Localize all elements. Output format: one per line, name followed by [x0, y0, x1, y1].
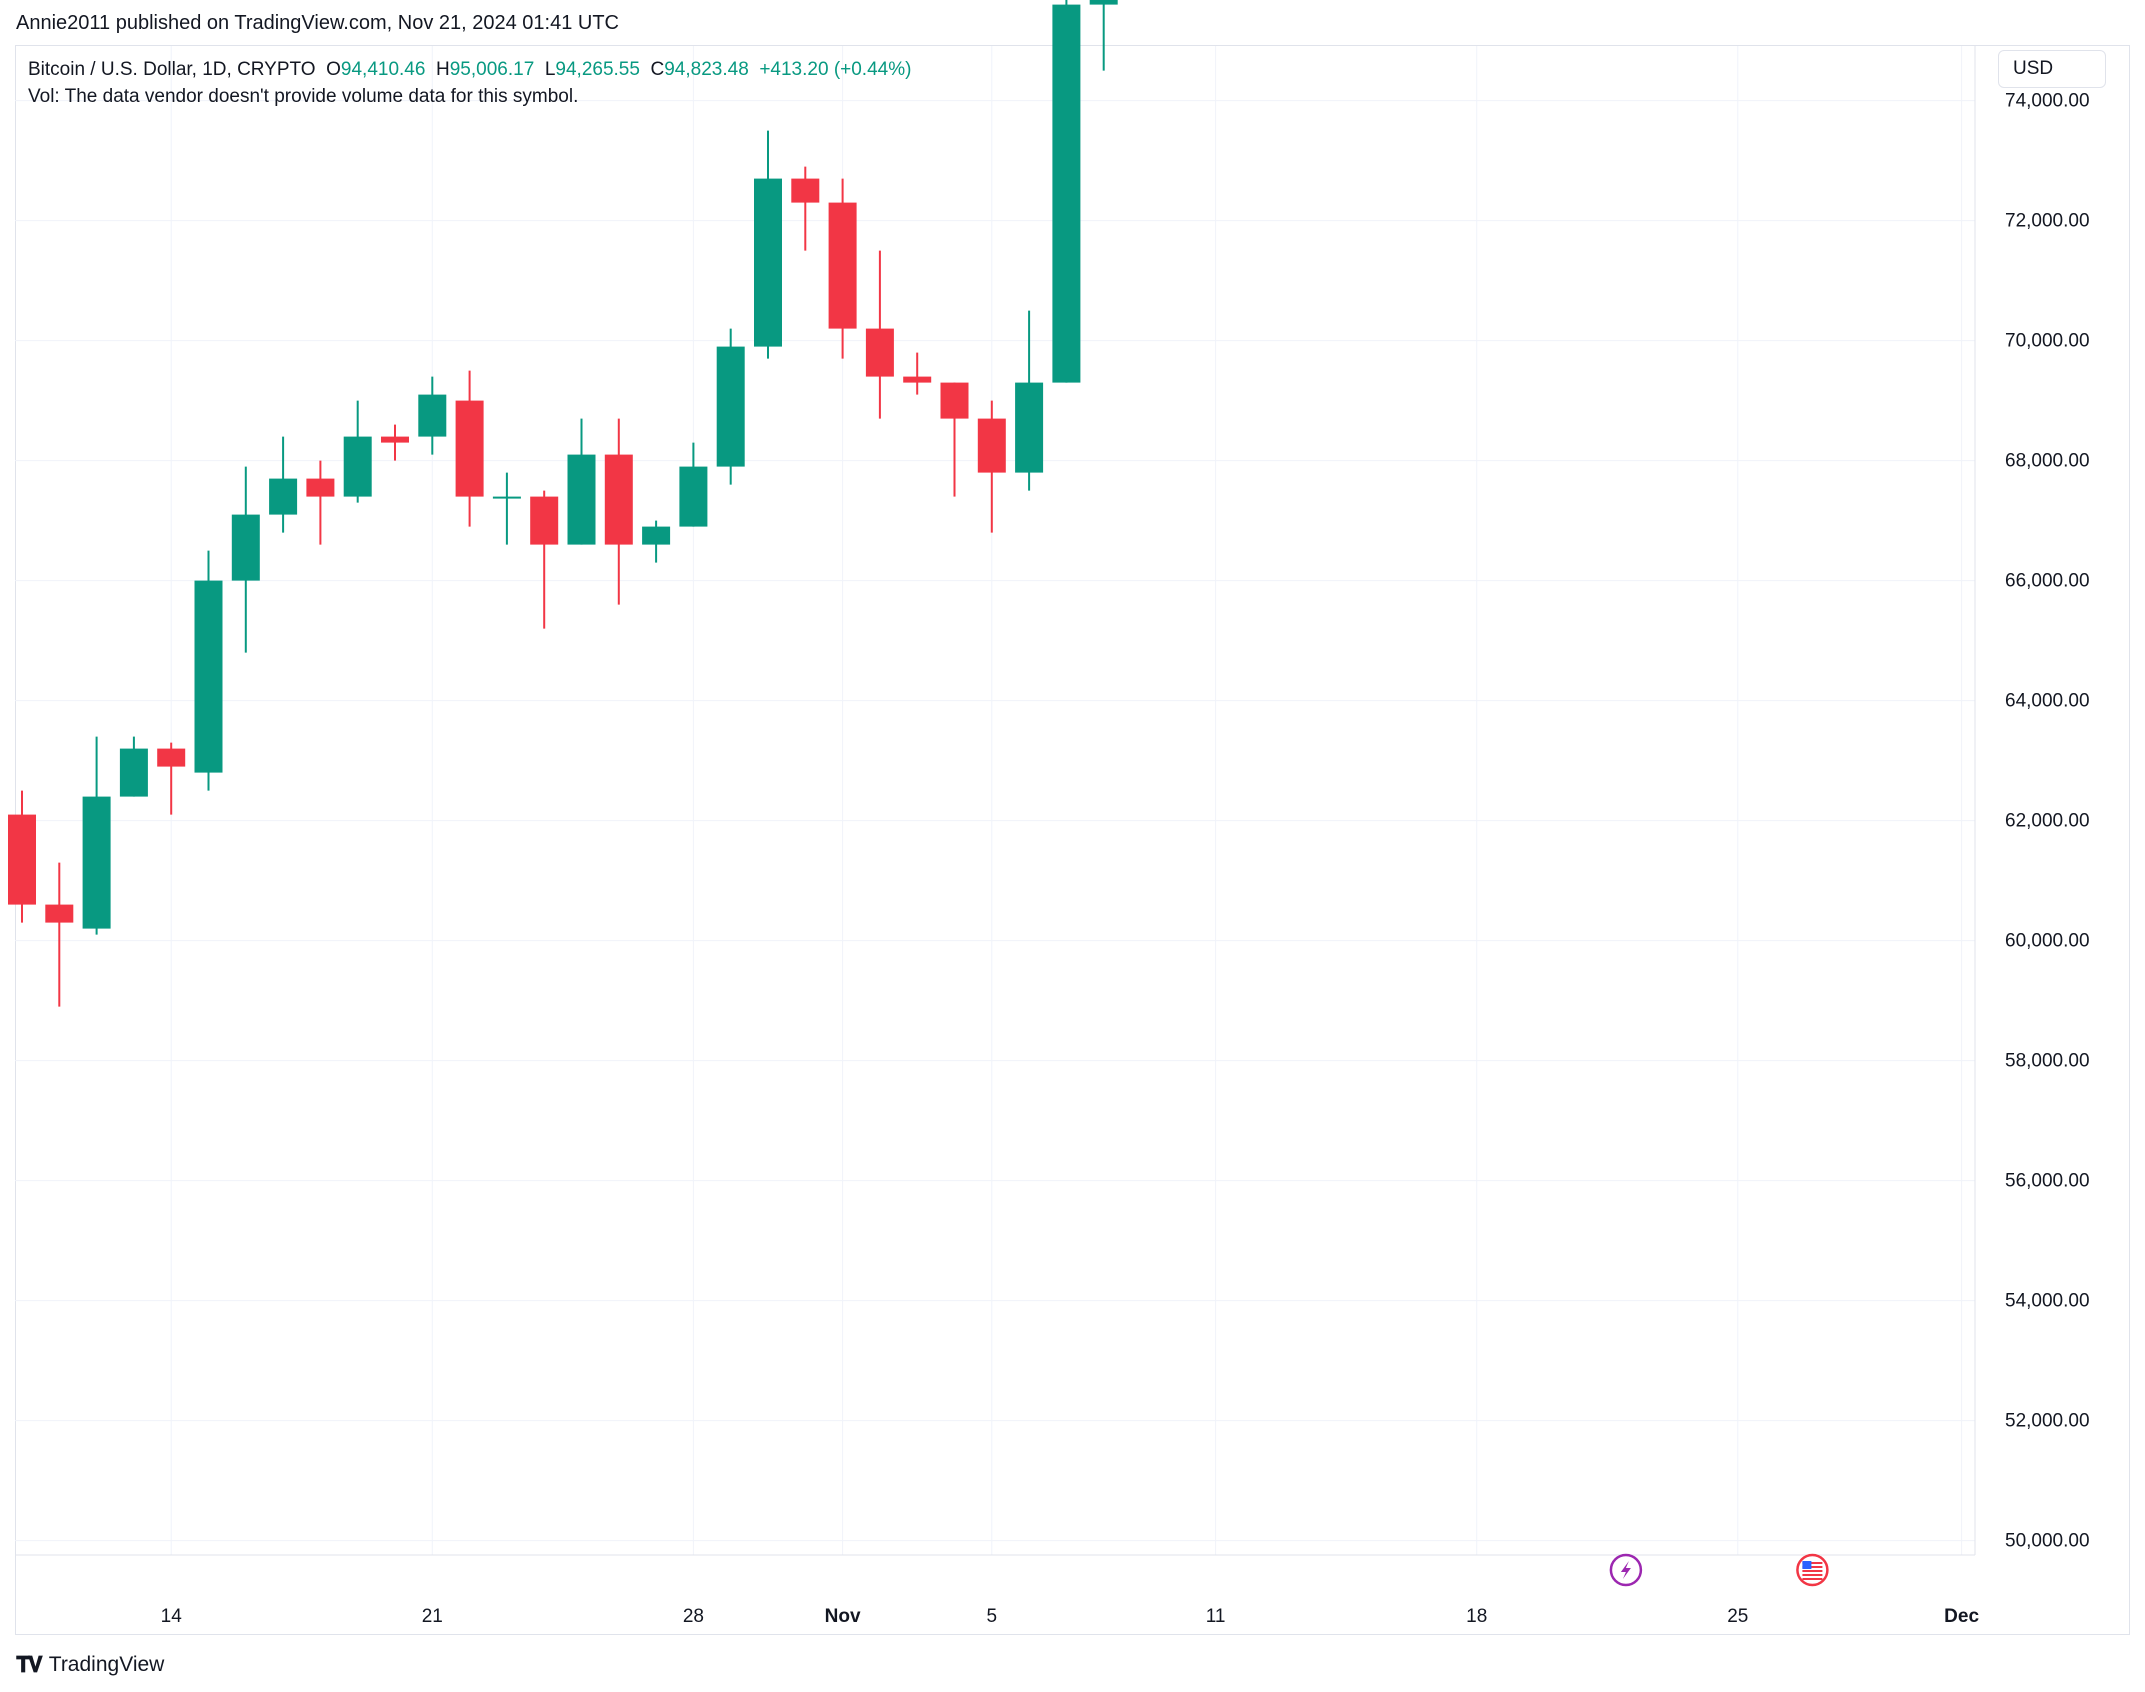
- candle-body: [418, 394, 447, 437]
- candle-body: [269, 478, 298, 515]
- candle-body: [306, 478, 335, 497]
- y-tick-label: 72,000.00: [2005, 211, 2090, 232]
- lightning-event-icon: [1609, 1553, 1643, 1587]
- volume-note: Vol: The data vendor doesn't provide vol…: [28, 86, 579, 107]
- candle-body: [567, 454, 596, 545]
- y-tick-label: 52,000.00: [2005, 1411, 2090, 1432]
- candle-body: [343, 436, 372, 497]
- symbol-legend: Bitcoin / U.S. Dollar, 1D, CRYPTO O94,41…: [28, 56, 911, 110]
- candle-body: [194, 580, 223, 773]
- candle-body: [530, 496, 559, 545]
- low-value: 94,265.55: [555, 59, 640, 80]
- x-tick-label: 18: [1466, 1606, 1487, 1627]
- candle-body: [492, 496, 521, 499]
- candle-body: [903, 376, 932, 383]
- publish-caption: Annie2011 published on TradingView.com, …: [16, 12, 619, 34]
- flag-canton: [1802, 1561, 1812, 1569]
- close-label: C: [650, 59, 665, 80]
- candle-body: [8, 814, 36, 905]
- y-axis: 50,000.00 52,000.00 54,000.00 56,000.00 58,0…: [2005, 91, 2090, 1552]
- flag-stripe: [1802, 1566, 1823, 1568]
- candle-body: [642, 526, 671, 545]
- y-tick-label: 68,000.00: [2005, 451, 2090, 472]
- flag-stripe: [1802, 1570, 1823, 1572]
- x-tick-label: 14: [161, 1606, 183, 1627]
- candle-body: [381, 436, 409, 443]
- x-tick-label: 25: [1727, 1606, 1748, 1627]
- open-value: 94,410.46: [340, 59, 426, 80]
- flag-stripe: [1802, 1562, 1823, 1564]
- candle-body: [679, 466, 708, 527]
- y-tick-label: 50,000.00: [2005, 1531, 2090, 1552]
- y-tick-label: 60,000.00: [2005, 931, 2090, 952]
- x-tick-label: 28: [683, 1606, 704, 1627]
- us-flag-event-icon: [1796, 1553, 1829, 1587]
- candle-body: [791, 178, 820, 203]
- x-tick-label: 21: [422, 1606, 443, 1627]
- lightning-glyph: [1620, 1561, 1631, 1579]
- candle-body: [828, 202, 857, 329]
- candle-body: [45, 904, 74, 923]
- x-tick-label: Nov: [825, 1606, 861, 1627]
- tradingview-logo-icon: 𝐓𝐕: [16, 1652, 43, 1677]
- symbol-title[interactable]: Bitcoin / U.S. Dollar, 1D, CRYPTO: [28, 59, 316, 80]
- candle-body: [82, 796, 111, 929]
- y-tick-label: 54,000.00: [2005, 1291, 2090, 1312]
- y-tick-label: 64,000.00: [2005, 691, 2090, 712]
- y-tick-label: 62,000.00: [2005, 811, 2090, 832]
- tradingview-brand[interactable]: 𝐓𝐕 TradingView: [16, 1652, 164, 1678]
- y-tick-label: 58,000.00: [2005, 1051, 2090, 1072]
- candle-body: [1052, 4, 1081, 383]
- x-axis: 14 21 28 Nov 5 11 18 25 Dec: [161, 1606, 1980, 1627]
- candles: [8, 0, 1118, 1007]
- high-value: 95,006.17: [449, 59, 535, 80]
- candle-body: [977, 418, 1006, 473]
- candle-body: [754, 178, 782, 347]
- y-tick-label: 70,000.00: [2005, 331, 2090, 352]
- high-label: H: [436, 59, 450, 80]
- x-tick-label: 11: [1206, 1606, 1226, 1627]
- candle-body: [1089, 0, 1118, 5]
- ohlc-row: Bitcoin / U.S. Dollar, 1D, CRYPTO O94,41…: [28, 56, 911, 83]
- candle-body: [231, 514, 260, 581]
- y-tick-label: 66,000.00: [2005, 571, 2090, 592]
- flag-stripe: [1802, 1578, 1823, 1580]
- y-tick-label: 74,000.00: [2005, 91, 2090, 112]
- y-tick-label: 56,000.00: [2005, 1171, 2090, 1192]
- candle-body: [119, 748, 148, 797]
- x-tick-label: Dec: [1944, 1606, 1979, 1627]
- candle-body: [716, 346, 745, 467]
- change-value: +413.20 (+0.44%): [759, 59, 912, 80]
- candle-body: [940, 382, 969, 419]
- open-label: O: [326, 59, 341, 80]
- x-tick-label: 5: [987, 1606, 998, 1627]
- candle-body: [455, 400, 484, 497]
- event-markers: [1609, 1553, 1829, 1587]
- close-value: 94,823.48: [664, 59, 749, 80]
- brand-name: TradingView: [48, 1653, 165, 1676]
- candle-body: [604, 454, 633, 545]
- grid-lines: [15, 46, 1976, 1556]
- currency-button[interactable]: USD: [1998, 50, 2106, 88]
- candle-body: [157, 748, 186, 767]
- candle-body: [1015, 382, 1044, 473]
- candle-body: [865, 328, 894, 377]
- flag-stripe: [1802, 1574, 1823, 1576]
- low-label: L: [544, 59, 556, 80]
